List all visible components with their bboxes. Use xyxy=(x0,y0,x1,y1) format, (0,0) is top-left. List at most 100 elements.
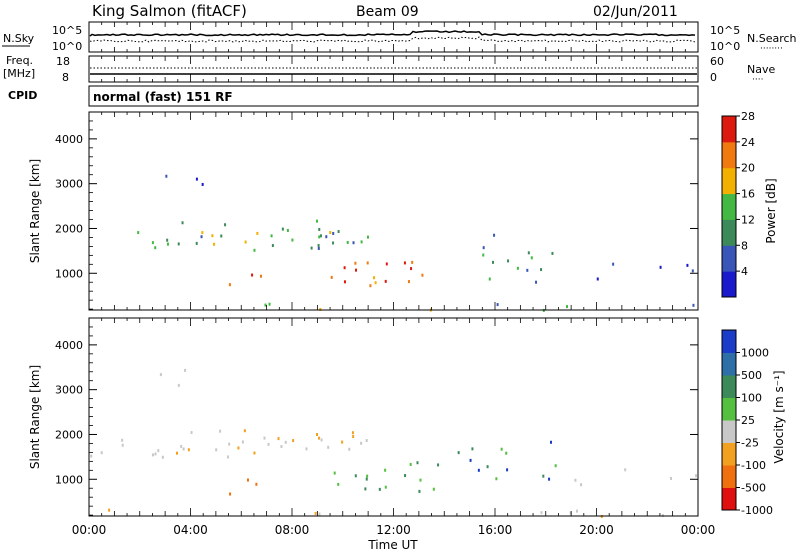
data-cell xyxy=(576,509,579,513)
noise-tick-top-left: 10^5 xyxy=(52,24,82,37)
data-cell xyxy=(332,241,335,245)
colorbar-swatch xyxy=(722,167,736,195)
colorbar-swatch xyxy=(722,442,736,466)
data-cell xyxy=(355,268,358,272)
noise-panel: N.Sky 10^5 10^0 10^5 10^0 N.Search ·····… xyxy=(2,21,797,54)
data-cell xyxy=(166,238,169,242)
data-cell xyxy=(177,383,180,387)
noise-tick-bottom-left: 10^0 xyxy=(52,40,82,53)
data-cell xyxy=(201,182,204,186)
data-cell xyxy=(500,447,503,451)
noise-tick-top-right: 10^5 xyxy=(710,24,740,37)
cpid-label: CPID xyxy=(8,89,37,102)
x-tick-label: 16:00 xyxy=(478,523,513,537)
data-cell xyxy=(121,443,124,447)
colorbar-swatch xyxy=(722,487,736,511)
data-cell xyxy=(549,440,552,444)
data-cell xyxy=(213,242,216,246)
data-cell xyxy=(318,512,321,516)
colorbar-swatch xyxy=(722,465,736,488)
colorbar-tick-label: 16 xyxy=(741,188,755,201)
data-cell xyxy=(228,442,231,446)
data-cell xyxy=(154,246,157,250)
data-cell xyxy=(419,478,422,482)
data-cell xyxy=(268,302,271,306)
x-tick-label: 20:00 xyxy=(579,523,614,537)
data-cell xyxy=(187,448,190,452)
data-cell xyxy=(385,262,388,266)
data-cell xyxy=(330,275,333,279)
x-tick-label: 12:00 xyxy=(376,523,411,537)
data-cell xyxy=(551,251,554,255)
data-cell xyxy=(318,227,321,231)
data-cell xyxy=(492,260,495,264)
data-cell xyxy=(565,305,568,309)
power-y-axis-label: Slant Range [km] xyxy=(28,159,42,263)
data-cell xyxy=(482,246,485,250)
data-cell xyxy=(493,233,496,237)
colorbar-swatch xyxy=(722,420,736,443)
x-tick-label: 00:00 xyxy=(72,523,107,537)
data-cell xyxy=(177,242,180,246)
data-cell xyxy=(351,431,354,435)
data-cell xyxy=(535,280,538,284)
data-cell xyxy=(318,235,321,239)
data-cell xyxy=(90,454,93,458)
data-cell xyxy=(580,483,583,487)
colorbar-tick-label: 25 xyxy=(741,414,755,427)
y-tick-label: 1000 xyxy=(55,473,83,486)
data-cell xyxy=(416,461,419,465)
nave-label: Nave xyxy=(747,63,775,76)
y-tick-label: 2000 xyxy=(55,428,83,441)
data-cell xyxy=(251,273,254,277)
colorbar-swatch xyxy=(722,116,736,143)
data-cell xyxy=(421,273,424,277)
velocity-y-ticks: 1000 2000 3000 4000 xyxy=(55,326,698,516)
data-cell xyxy=(432,487,435,491)
data-cell xyxy=(670,476,672,480)
data-cell xyxy=(325,235,328,239)
data-cell xyxy=(404,474,407,478)
data-cell xyxy=(211,234,214,238)
data-cell xyxy=(286,228,289,232)
colorbar-tick-label: 12 xyxy=(741,213,755,226)
data-cell xyxy=(181,221,184,225)
data-cell xyxy=(695,474,698,478)
data-cell xyxy=(542,474,545,478)
x-tick-label: 04:00 xyxy=(173,523,208,537)
data-cell xyxy=(548,477,551,481)
data-cell xyxy=(352,241,355,245)
data-cell xyxy=(253,248,256,252)
data-cell xyxy=(527,251,530,255)
colorbar-tick-label: 1000 xyxy=(741,347,769,360)
data-cell xyxy=(348,447,351,451)
data-cell xyxy=(374,281,377,285)
data-cell xyxy=(333,471,336,475)
data-cell xyxy=(256,231,259,235)
data-cell xyxy=(246,478,249,482)
data-cell xyxy=(477,468,480,472)
data-cell xyxy=(327,445,330,449)
data-cell xyxy=(378,487,381,491)
colorbar-tick-label: -500 xyxy=(741,482,766,495)
data-cell xyxy=(482,253,485,257)
data-cell xyxy=(495,477,498,481)
data-cell xyxy=(410,267,413,271)
data-cell xyxy=(263,436,266,440)
nave-tick-top: 60 xyxy=(710,55,724,68)
data-cell xyxy=(366,235,369,239)
power-data xyxy=(137,174,695,312)
data-cell xyxy=(166,242,169,246)
data-cell xyxy=(411,260,414,264)
data-cell xyxy=(366,261,369,265)
data-cell xyxy=(264,303,267,307)
data-cell xyxy=(284,440,287,444)
data-cell xyxy=(292,439,295,443)
data-cell xyxy=(224,223,227,227)
data-cell xyxy=(624,468,627,472)
data-cell xyxy=(319,234,322,238)
data-cell xyxy=(108,508,111,512)
data-cell xyxy=(176,451,179,455)
noise-sky-line xyxy=(89,30,696,37)
data-cell xyxy=(154,452,157,456)
